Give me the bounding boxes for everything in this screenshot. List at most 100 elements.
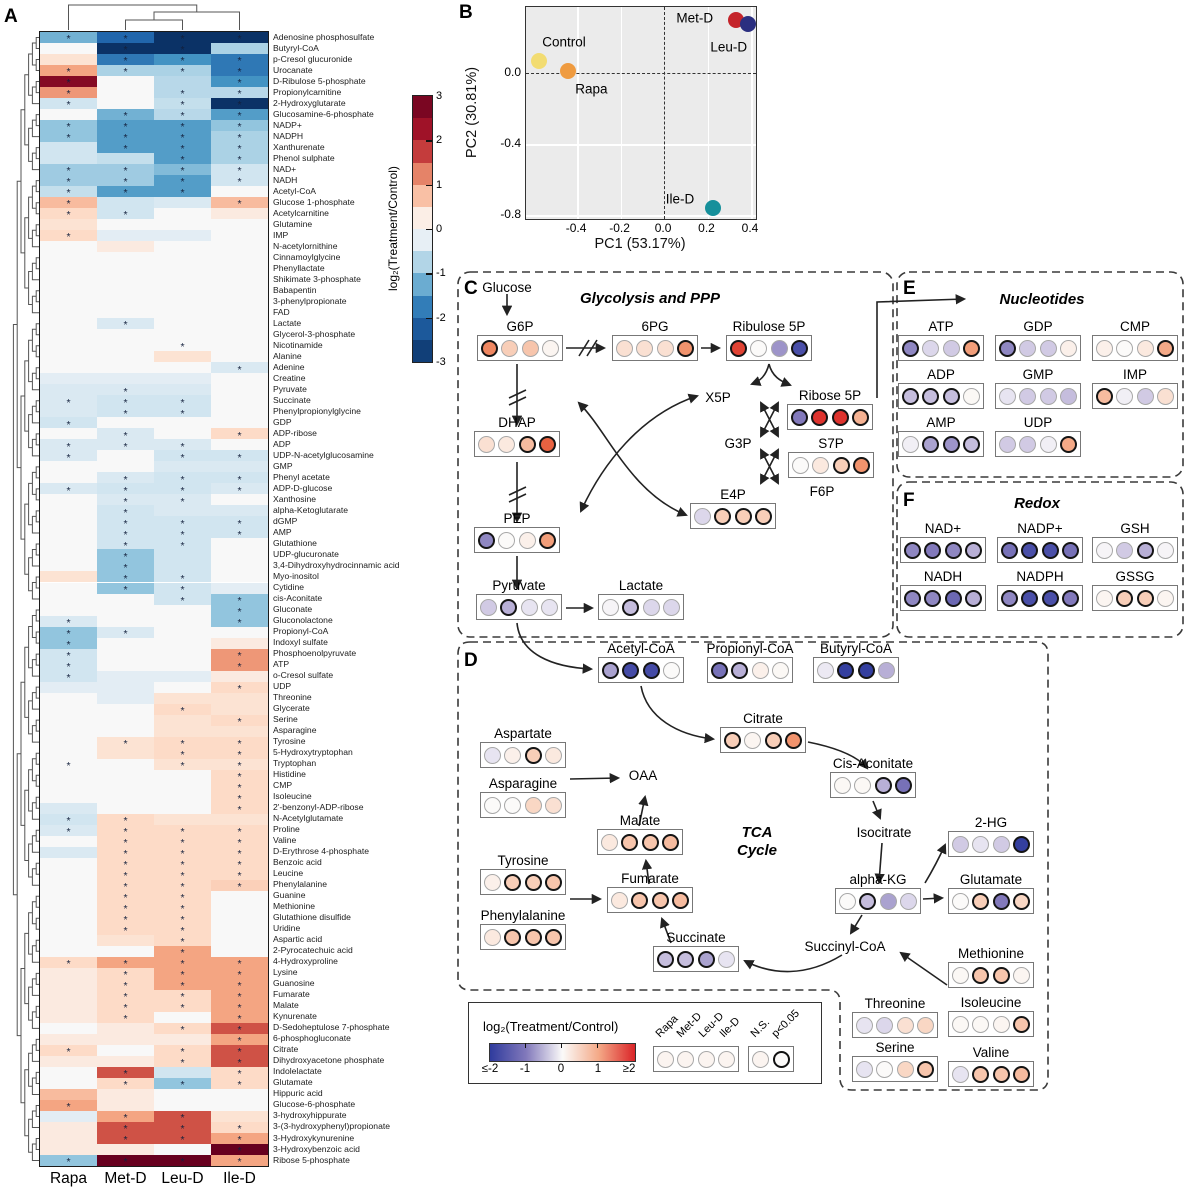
heatmap-cell xyxy=(40,43,97,54)
metabolite-box xyxy=(480,924,566,950)
metabolite-dot xyxy=(992,1065,1010,1083)
significance-star: * xyxy=(123,858,128,871)
row-dendrogram xyxy=(12,37,40,1161)
metabolite-box xyxy=(787,404,873,430)
heatmap-row-label: ADP xyxy=(273,438,291,449)
heatmap-cell xyxy=(40,1133,97,1144)
metabolite-label: CMP xyxy=(1120,319,1150,334)
significance-star: * xyxy=(237,66,242,79)
heatmap-cell xyxy=(211,527,268,539)
significance-star: * xyxy=(237,143,242,156)
heatmap-row-label: D-Erythrose 4-phosphate xyxy=(273,846,370,857)
legend-sig-dot xyxy=(772,1050,790,1068)
significance-star: * xyxy=(237,649,242,662)
heatmap-cell xyxy=(154,1044,211,1056)
significance-star: * xyxy=(237,110,242,123)
metabolite-dot xyxy=(916,1016,934,1034)
heatmap-cell xyxy=(211,186,268,198)
heatmap-cell xyxy=(211,549,268,561)
heatmap-row-label: Methionine xyxy=(273,901,316,912)
metabolite-label: E4P xyxy=(720,487,746,502)
pca-x-tick-label: -0.2 xyxy=(609,221,630,235)
heatmap-row-label: Adenosine phosphosulfate xyxy=(273,31,375,42)
significance-star: * xyxy=(237,473,242,486)
metabolite-dot xyxy=(811,408,829,426)
metabolite-dot xyxy=(879,892,897,910)
heatmap-cell xyxy=(154,901,211,913)
significance-star: * xyxy=(180,484,185,497)
heatmap-cell xyxy=(40,428,97,440)
heatmap-cell xyxy=(97,1088,154,1100)
pathway-text: Glucose xyxy=(482,280,532,295)
significance-star: * xyxy=(180,825,185,838)
heatmap-cell xyxy=(211,208,268,220)
metabolite-dot xyxy=(1021,541,1039,559)
metabolite-dot xyxy=(657,950,675,968)
metabolite-box xyxy=(653,946,739,972)
pca-x-axis-label: PC1 (53.17%) xyxy=(594,236,686,252)
metabolite-box xyxy=(480,742,566,768)
pca-gridline xyxy=(577,7,579,219)
metabolite-dot xyxy=(852,456,870,474)
significance-star: * xyxy=(123,407,128,420)
metabolite-dot xyxy=(999,435,1017,453)
panel-d-title-line1: TCA xyxy=(741,824,773,841)
heatmap-cell xyxy=(40,582,97,594)
heatmap-cell xyxy=(154,208,211,220)
metabolite-dot xyxy=(962,435,980,453)
significance-star: * xyxy=(180,847,185,860)
metabolite-box xyxy=(1092,537,1178,563)
heatmap-row-label: alpha-Ketoglutarate xyxy=(273,504,349,515)
heatmap-cell xyxy=(97,307,154,319)
colorbar-segment xyxy=(413,118,432,141)
heatmap-cell xyxy=(40,1000,97,1012)
significance-star: * xyxy=(237,88,242,101)
heatmap-row-label: dGMP xyxy=(273,515,298,526)
metabolite-label: Glutamate xyxy=(959,872,1023,887)
heatmap-cell xyxy=(40,241,97,253)
legend-ns-dot xyxy=(752,1050,770,1068)
heatmap-cell xyxy=(40,945,97,957)
heatmap-row-label: NADPH xyxy=(273,130,304,141)
significance-star: * xyxy=(180,1046,185,1059)
panel-d-border xyxy=(457,641,1049,1091)
heatmap-cell xyxy=(154,813,211,825)
heatmap-cell xyxy=(211,791,268,803)
metabolite-dot xyxy=(540,598,558,616)
heatmap-cell xyxy=(40,989,97,1001)
heatmap-cell xyxy=(154,340,211,352)
heatmap-cell xyxy=(40,230,97,242)
heatmap-cell xyxy=(40,824,97,836)
significance-star: * xyxy=(180,925,185,937)
significance-star: * xyxy=(66,440,71,453)
metabolite-label: Serine xyxy=(875,1040,915,1055)
significance-star: * xyxy=(180,165,185,178)
metabolite-dot xyxy=(922,435,940,453)
metabolite-dot xyxy=(1136,541,1154,559)
heatmap-row-label: NADH xyxy=(273,174,298,185)
metabolite-dot xyxy=(504,746,522,764)
heatmap-cell xyxy=(211,230,268,242)
heatmap-cell xyxy=(211,461,268,473)
heatmap-cell xyxy=(97,1055,154,1067)
legend-tick-label: -1 xyxy=(519,1063,531,1075)
heatmap-row-label: GMP xyxy=(273,460,293,471)
significance-star: * xyxy=(237,770,242,783)
heatmap-row-label: Adenine xyxy=(273,361,305,372)
heatmap-cell xyxy=(154,692,211,704)
heatmap-cell xyxy=(154,912,211,924)
metabolite-dot xyxy=(924,589,942,607)
significance-star: * xyxy=(237,484,242,497)
metabolite-dot xyxy=(671,891,689,909)
metabolite-dot xyxy=(616,339,634,357)
heatmap-cell xyxy=(154,76,211,88)
heatmap-cell xyxy=(211,736,268,748)
heatmap-row-label: Cytidine xyxy=(273,582,305,592)
heatmap-cell xyxy=(154,120,211,132)
significance-star: * xyxy=(123,429,128,442)
heatmap-cell xyxy=(40,54,97,66)
significance-star: * xyxy=(123,121,128,134)
heatmap-cell xyxy=(211,1088,268,1100)
metabolite-dot xyxy=(717,950,735,968)
